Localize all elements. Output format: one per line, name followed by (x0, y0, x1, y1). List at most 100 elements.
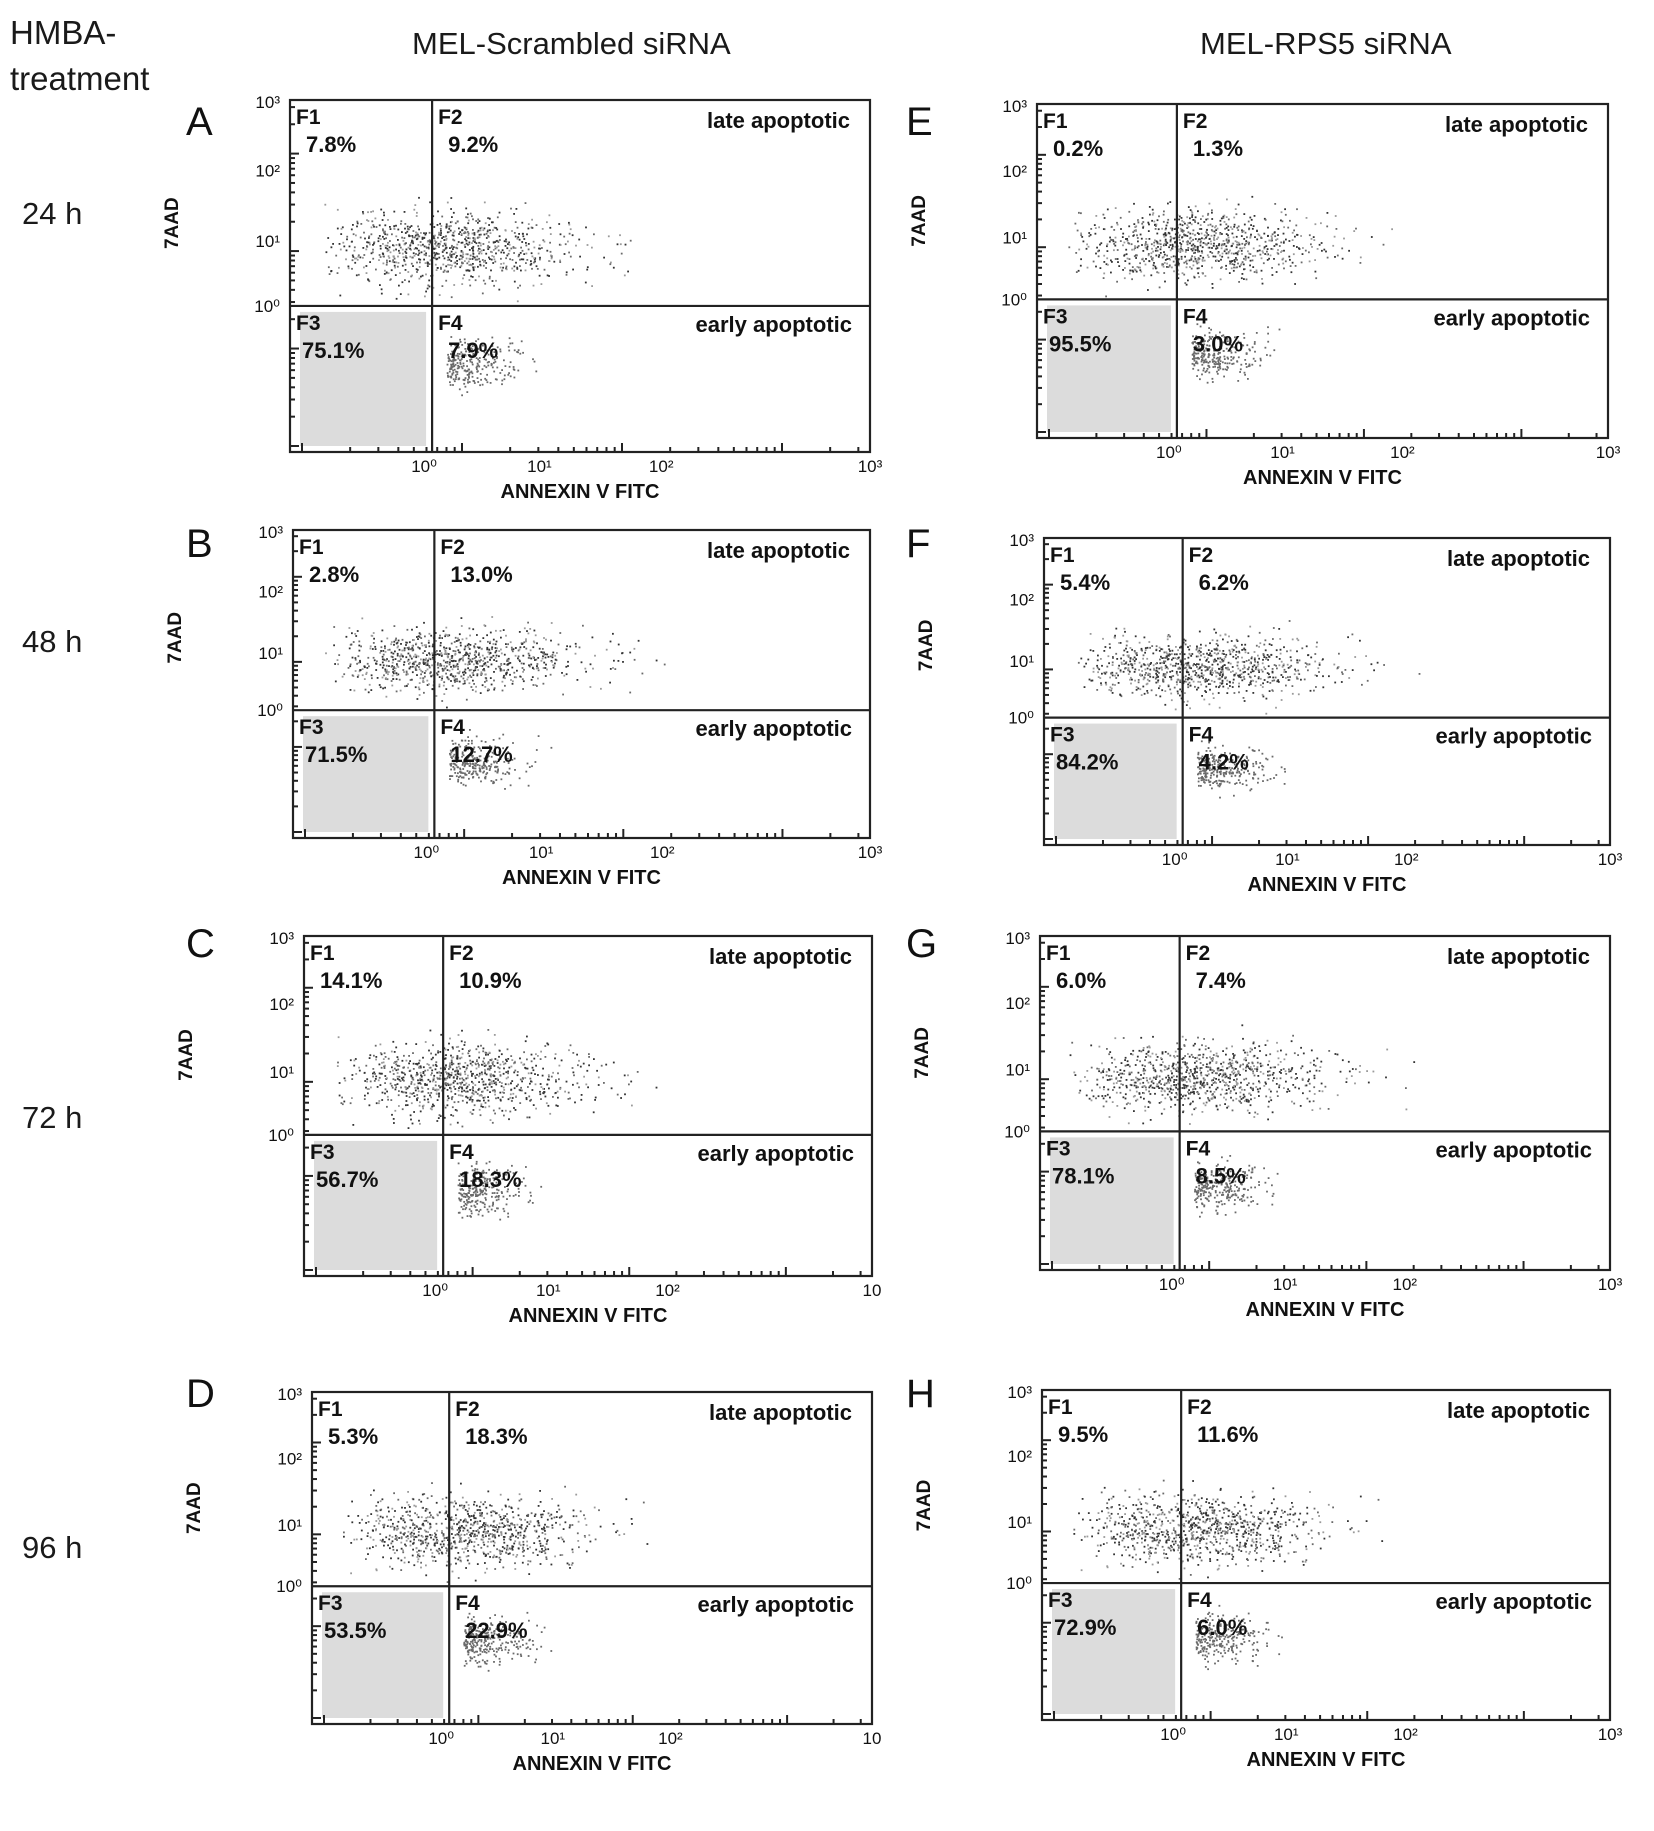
quadrant-value-f3: 95.5% (1049, 331, 1111, 356)
scatter-dots (1073, 1479, 1384, 1671)
quadrant-label-early: early apoptotic (696, 716, 852, 741)
y-tick-label: 10² (1009, 590, 1034, 609)
x-tick-label: 10³ (858, 457, 883, 476)
quadrant-value-f2: 11.6% (1197, 1422, 1258, 1447)
quadrant-id-f1: F1 (299, 536, 324, 559)
y-tick-label: 10¹ (1009, 652, 1034, 671)
quadrant-value-f1: 14.1% (320, 968, 382, 993)
panel-h: 10³ 10² 10¹ 10⁰ 10⁰ 10¹ 10² 10³ ANNEXIN V FITC 7A… (914, 1383, 1623, 1771)
y-axis-title: 7AAD (176, 1029, 197, 1081)
quadrant-value-f1: 6.0% (1056, 968, 1106, 993)
quadrant-value-f3: 84.2% (1056, 750, 1118, 775)
plot-frame (310, 1390, 874, 1726)
q3-fill (322, 1592, 444, 1718)
quadrant-id-f4: F4 (1187, 1589, 1212, 1612)
x-tick-label: 10⁰ (1160, 1725, 1186, 1744)
panel-g: 10³ 10² 10¹ 10⁰ 10⁰ 10¹ 10² 10³ ANNEXIN V FITC 7A… (912, 929, 1623, 1321)
y-tick-label: 10⁰ (1001, 290, 1027, 309)
plot-frame (1038, 934, 1612, 1272)
plot-frame (302, 934, 874, 1278)
quadrant-id-f4: F4 (1183, 305, 1208, 328)
scatter-dots (1077, 620, 1421, 799)
x-axis-title: ANNEXIN V FITC (1248, 874, 1407, 896)
quadrant-id-f1: F1 (1048, 1396, 1073, 1419)
scatter-dots (336, 1029, 658, 1221)
time-label-96h: 96 h (22, 1530, 83, 1565)
quadrant-label-late: late apoptotic (709, 1400, 852, 1425)
x-tick-label: 10² (1390, 443, 1415, 462)
x-tick-label: 10⁰ (422, 1281, 448, 1300)
plot-frame (1035, 102, 1610, 440)
y-axis-title: 7AAD (909, 195, 930, 247)
quadrant-id-f2: F2 (438, 106, 463, 129)
quadrant-id-f1: F1 (1050, 544, 1075, 567)
y-tick-label: 10³ (1002, 97, 1027, 116)
quadrant-value-f2: 18.3% (465, 1424, 527, 1449)
y-tick-label: 10¹ (255, 232, 280, 251)
quadrant-label-early: early apoptotic (1436, 724, 1592, 749)
quadrant-label-late: late apoptotic (1447, 1398, 1590, 1423)
y-tick-label: 10² (255, 161, 280, 180)
panel-letter-d: D (186, 1372, 215, 1416)
quadrant-id-f4: F4 (438, 312, 463, 335)
y-axis-title: 7AAD (184, 1482, 205, 1534)
y-tick-label: 10⁰ (276, 1577, 302, 1596)
plot-frame (1040, 1388, 1612, 1722)
quadrant-id-f3: F3 (1046, 1137, 1071, 1160)
quadrant-id-f2: F2 (455, 1398, 480, 1421)
y-tick-label: 10² (1005, 994, 1030, 1013)
x-axis-title: ANNEXIN V FITC (501, 481, 660, 503)
quadrant-label-late: late apoptotic (1447, 944, 1590, 969)
quadrant-id-f3: F3 (296, 312, 321, 335)
x-tick-label: 10¹ (1273, 1275, 1298, 1294)
panel-d: 10³ 10² 10¹ 10⁰ 10⁰ 10¹ 10² 10 ANNEXIN V FITC 7AA… (184, 1385, 881, 1775)
quadrant-value-f1: 5.4% (1060, 570, 1110, 595)
quadrant-value-f3: 53.5% (324, 1618, 386, 1643)
quadrant-id-f2: F2 (440, 536, 465, 559)
quadrant-id-f4: F4 (1186, 1137, 1211, 1160)
quadrant-value-f2: 13.0% (450, 562, 512, 587)
y-tick-label: 10⁰ (268, 1126, 294, 1145)
q3-fill (300, 311, 427, 446)
x-tick-label: 10⁰ (1162, 850, 1188, 869)
tick-marks (1042, 1395, 1600, 1720)
quadrant-label-early: early apoptotic (698, 1592, 854, 1617)
quadrant-value-f1: 0.2% (1053, 136, 1103, 161)
quadrant-value-f2: 1.3% (1193, 136, 1243, 161)
quadrant-label-late: late apoptotic (707, 108, 850, 133)
quadrant-id-f1: F1 (296, 106, 321, 129)
quadrant-id-f1: F1 (310, 942, 335, 965)
quadrant-id-f4: F4 (440, 716, 465, 739)
quadrant-id-f1: F1 (1043, 110, 1068, 133)
scatter-dots (1068, 195, 1393, 384)
quadrant-value-f2: 10.9% (459, 968, 521, 993)
q3-fill (1047, 305, 1171, 432)
x-tick-label: 10¹ (1274, 1725, 1299, 1744)
x-tick-label: 10² (649, 457, 674, 476)
x-tick-label: 10² (1393, 1275, 1418, 1294)
y-tick-label: 10⁰ (257, 701, 283, 720)
x-tick-label: 10¹ (527, 457, 552, 476)
x-tick-label: 10³ (1598, 850, 1623, 869)
x-tick-label: 10¹ (529, 843, 554, 862)
tick-marks (1040, 941, 1600, 1270)
y-tick-label: 10³ (1009, 531, 1034, 550)
quadrant-value-f3: 71.5% (305, 742, 367, 767)
y-axis-title: 7AAD (165, 612, 186, 664)
quadrant-value-f1: 5.3% (328, 1424, 378, 1449)
panel-b: 10³ 10² 10¹ 10⁰ 10⁰ 10¹ 10² 10³ ANNEXIN V FITC 7A… (165, 523, 883, 889)
quadrant-id-f2: F2 (1183, 110, 1208, 133)
x-tick-label: 10² (1393, 1725, 1418, 1744)
plot-frame (288, 98, 872, 454)
x-tick-label: 10² (1394, 850, 1419, 869)
quadrant-id-f4: F4 (449, 1141, 474, 1164)
panel-letter-b: B (186, 522, 213, 566)
panel-letter-c: C (186, 922, 215, 966)
y-axis-title: 7AAD (162, 197, 183, 249)
time-label-48h: 48 h (22, 624, 83, 659)
x-tick-label: 10³ (1596, 443, 1621, 462)
tick-marks (1044, 543, 1600, 845)
x-tick-label: 10⁰ (413, 843, 439, 862)
quadrant-id-f3: F3 (318, 1592, 343, 1615)
